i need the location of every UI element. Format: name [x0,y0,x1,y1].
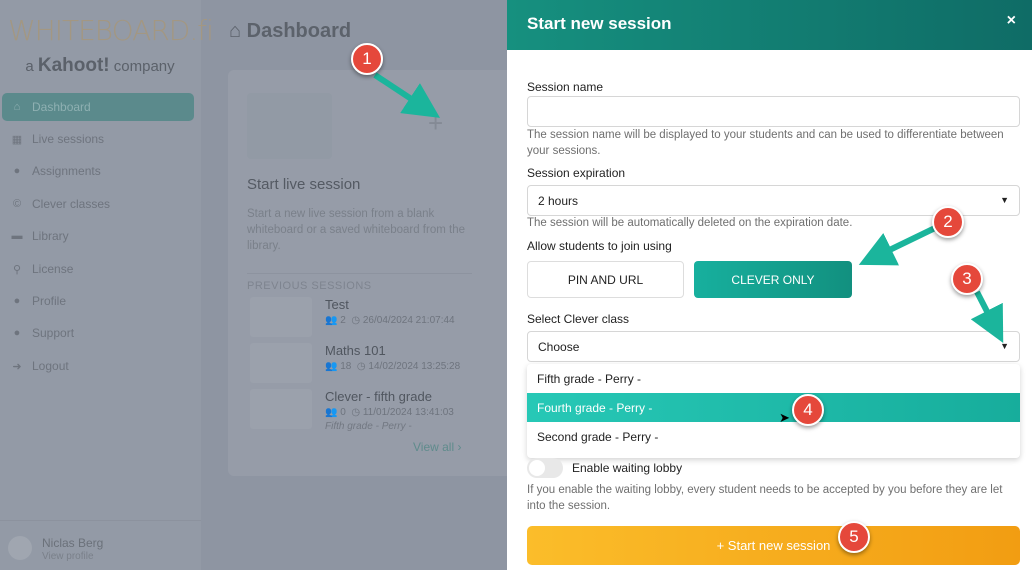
annotation-badge-5: 5 [838,521,870,553]
dropdown-option[interactable]: Fifth grade - Perry - [537,372,642,386]
sidebar-item-label: Library [32,229,69,243]
dropdown-option[interactable]: Second grade - Perry - [537,430,659,444]
session-meta: 👥 18 ◷ 14/02/2024 13:25:28 [325,361,461,372]
expiration-help: The session will be automatically delete… [527,217,853,229]
session-name: Test [325,297,349,312]
sidebar-item-label: License [32,262,74,276]
card-title: Start live session [247,176,361,193]
session-thumbnail [250,343,312,383]
clever-class-value: Choose [538,340,580,354]
session-item[interactable]: Test 👥 2 ◷ 26/04/2024 21:07:44 [250,297,500,343]
home-icon: ⌂ [13,101,21,113]
clever-icon: © [12,198,22,210]
session-name: Maths 101 [325,343,386,358]
sidebar-item-license[interactable]: ⚲ License [2,255,194,283]
logo-suffix: company [113,58,175,75]
session-meta: 👥 0 ◷ 11/01/2024 13:41:03 [325,407,454,418]
user-profile[interactable]: Niclas Berg View profile [0,520,201,570]
student-count: 2 [340,315,346,326]
classroom-icon: ▦ [11,133,23,146]
sidebar-item-label: Assignments [32,164,101,178]
sidebar: WHITEBOARD.fi a Kahoot! company ⌂ Dashboa… [0,0,214,570]
folder-icon: ▬ [11,230,23,242]
session-name: Clever - fifth grade [325,389,432,404]
waiting-lobby-label: Enable waiting lobby [572,461,683,475]
join-label: Allow students to join using [527,239,672,253]
sidebar-item-clever-classes[interactable]: © Clever classes [2,190,194,218]
kahoot-company-logo: a Kahoot! company [20,55,180,77]
sidebar-item-dashboard[interactable]: ⌂ Dashboard [2,93,194,121]
session-name-input[interactable] [527,96,1020,127]
sidebar-item-label: Logout [32,359,69,373]
sidebar-item-profile[interactable]: ● Profile [2,287,194,315]
session-item[interactable]: Clever - fifth grade 👥 0 ◷ 11/01/2024 13:… [250,389,500,435]
clever-only-button[interactable]: CLEVER ONLY [694,261,852,298]
session-class: Fifth grade - Perry - [325,421,412,432]
user-check-icon: ● [13,165,21,177]
sidebar-item-label: Support [32,326,75,340]
clever-class-select[interactable]: Choose ▼ [527,331,1020,362]
user-icon: ● [13,295,21,307]
pin-and-url-button[interactable]: PIN AND URL [527,261,684,298]
caret-down-icon: ▼ [1000,341,1009,351]
waiting-lobby-help: If you enable the waiting lobby, every s… [527,484,1003,512]
annotation-badge-1: 1 [351,43,383,75]
logout-icon: ➜ [12,360,22,373]
mouse-cursor-icon: ➤ [779,410,790,425]
sidebar-item-label: Profile [32,294,67,308]
page-title: ⌂ Dashboard [229,20,352,42]
session-date: 26/04/2024 21:07:44 [362,315,455,326]
dropdown-option-highlighted[interactable]: Fourth grade - Perry - [527,393,1020,422]
sidebar-item-label: Dashboard [32,100,91,114]
sidebar-item-library[interactable]: ▬ Library [2,222,194,250]
sidebar-item-logout[interactable]: ➜ Logout [2,352,194,380]
expiration-label: Session expiration [527,166,626,180]
clever-class-dropdown: Fifth grade - Perry - Fourth grade - Per… [527,364,1020,458]
previous-sessions-label: PREVIOUS SESSIONS [247,273,472,292]
student-count: 0 [340,407,346,418]
kahoot-brand: Kahoot! [37,55,110,76]
start-session-panel: Start new session × Session name The ses… [507,0,1032,570]
close-icon[interactable]: × [1006,12,1016,29]
view-all-link[interactable]: View all › [413,440,462,454]
session-date: 11/01/2024 13:41:03 [362,407,454,418]
card-description: Start a new live session from a blank wh… [247,208,465,252]
clever-class-label: Select Clever class [527,312,630,326]
view-all-text: View all [413,440,455,454]
sidebar-item-live-sessions[interactable]: ▦ Live sessions [2,125,194,153]
view-profile-link[interactable]: View profile [42,551,94,562]
caret-down-icon: ▼ [1000,195,1009,205]
session-item[interactable]: Maths 101 👥 18 ◷ 14/02/2024 13:25:28 [250,343,500,389]
add-session-plus-icon[interactable]: + [428,108,444,138]
page-title-text: Dashboard [246,20,352,42]
student-count: 18 [340,361,352,372]
session-name-help: The session name will be displayed to yo… [527,129,1004,157]
classroom-icon [247,93,332,159]
support-icon: ● [13,327,21,339]
sidebar-item-label: Live sessions [32,132,105,146]
waiting-lobby-toggle[interactable] [527,458,563,478]
logo-prefix: a [25,58,34,75]
session-date: 14/02/2024 13:25:28 [368,361,461,372]
panel-title: Start new session [527,14,672,33]
sidebar-item-support[interactable]: ● Support [2,319,194,347]
session-thumbnail [250,389,312,429]
avatar [8,536,32,560]
sidebar-item-label: Clever classes [32,197,111,211]
key-icon: ⚲ [12,263,22,276]
whiteboard-logo: WHITEBOARD.fi [8,14,214,47]
start-new-session-button[interactable]: + Start new session [527,526,1020,565]
session-name-label: Session name [527,80,604,94]
sidebar-item-assignments[interactable]: ● Assignments [2,157,194,185]
annotation-badge-4: 4 [792,394,824,426]
panel-header: Start new session × [507,0,1032,50]
annotation-badge-2: 2 [932,206,964,238]
user-name: Niclas Berg [42,536,104,550]
session-meta: 👥 2 ◷ 26/04/2024 21:07:44 [325,315,455,326]
session-thumbnail [250,297,312,337]
expiration-value: 2 hours [538,194,579,208]
annotation-badge-3: 3 [951,263,983,295]
